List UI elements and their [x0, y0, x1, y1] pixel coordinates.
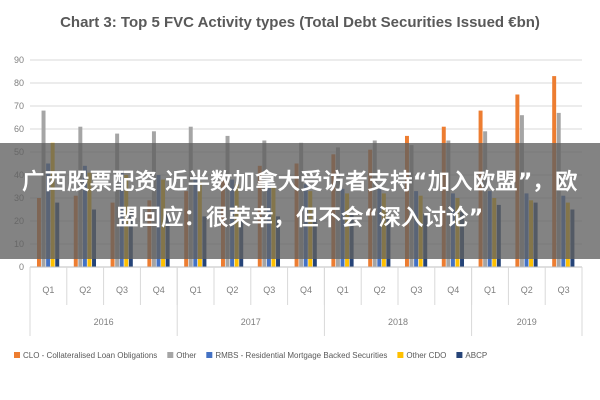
x-tick-label: Q1 [190, 285, 202, 295]
legend-swatch [397, 352, 404, 358]
year-label: 2019 [517, 317, 537, 327]
legend-label: ABCP [465, 351, 487, 360]
legend: CLO - Collateralised Loan Obligations Oth… [14, 351, 487, 360]
legend-swatch [14, 352, 20, 358]
headline-text: 广西股票配资 近半数加拿大受访者支持“加入欧盟”，欧盟回应：很荣幸，但不会“深入… [22, 170, 578, 231]
legend-label: CLO - Collateralised Loan Obligations [23, 351, 157, 360]
x-tick-label: Q3 [558, 285, 570, 295]
legend-swatch [206, 352, 213, 358]
legend-label: RMBS - Residential Mortgage Backed Secur… [215, 351, 387, 360]
x-tick-label: Q2 [374, 285, 386, 295]
x-tick-label: Q2 [226, 285, 238, 295]
legend-label: Other CDO [406, 351, 446, 360]
x-tick-label: Q2 [79, 285, 91, 295]
year-label: 2018 [388, 317, 408, 327]
x-tick-label: Q3 [263, 285, 275, 295]
headline-overlay: 广西股票配资 近半数加拿大受访者支持“加入欧盟”，欧盟回应：很荣幸，但不会“深入… [0, 143, 600, 259]
year-label: 2016 [94, 317, 114, 327]
x-tick-label: Q4 [300, 285, 312, 295]
x-tick-label: Q4 [153, 285, 165, 295]
legend-swatch [167, 352, 174, 358]
y-tick-label: 70 [14, 101, 24, 111]
y-tick-label: 60 [14, 124, 24, 134]
x-tick-label: Q4 [447, 285, 459, 295]
legend-label: Other [176, 351, 196, 360]
x-tick-label: Q2 [521, 285, 533, 295]
year-axis: 2016 2017 2018 2019 [29, 267, 583, 336]
x-tick-label: Q1 [337, 285, 349, 295]
year-label: 2017 [241, 317, 261, 327]
y-tick-label: 90 [14, 55, 24, 65]
legend-swatch [456, 352, 463, 358]
x-tick-label: Q1 [484, 285, 496, 295]
x-axis-ticks: Q1 Q2 Q3 Q4 Q1 Q2 Q3 Q4 Q1 Q2 Q3 Q4 Q1 Q2 Q3 [29, 266, 583, 305]
x-tick-label: Q3 [116, 285, 128, 295]
y-tick-label: 0 [19, 262, 24, 272]
x-tick-label: Q1 [42, 285, 54, 295]
chart-title: Chart 3: Top 5 FVC Activity types (Total… [60, 14, 540, 31]
x-tick-label: Q3 [410, 285, 422, 295]
y-tick-label: 80 [14, 78, 24, 88]
